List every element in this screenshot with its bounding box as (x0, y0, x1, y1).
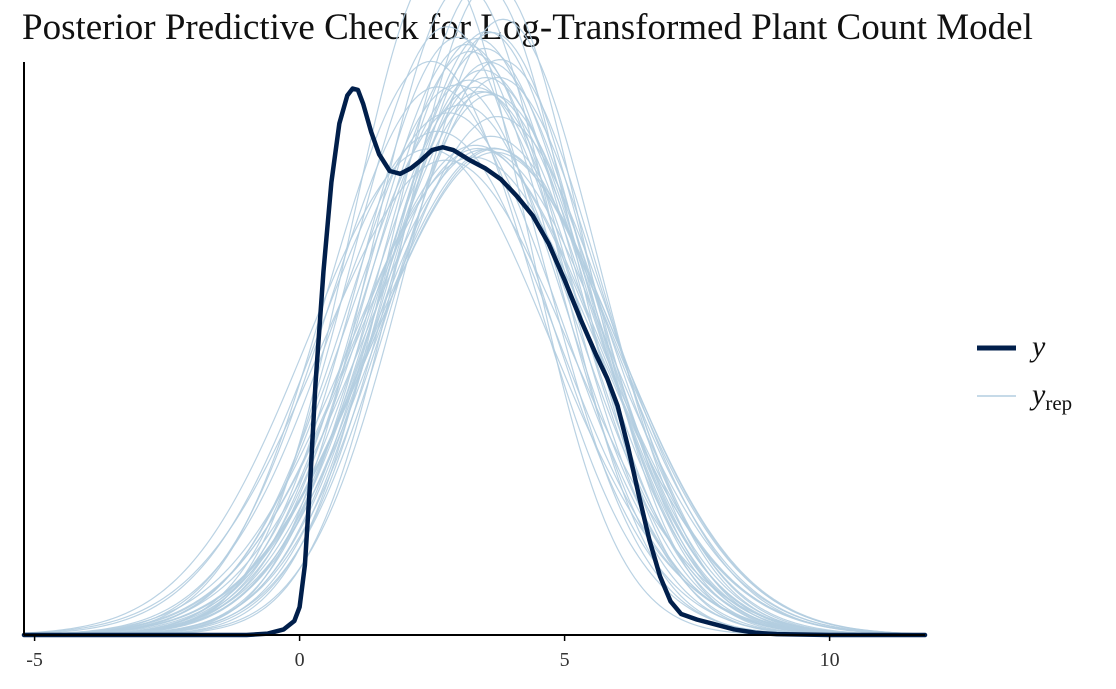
yrep-series (23, 0, 923, 636)
yrep-curve (23, 36, 923, 636)
yrep-curve (24, 31, 923, 636)
yrep-curve (24, 26, 923, 636)
yrep-curve (23, 135, 923, 636)
x-tick-label: -5 (26, 649, 43, 671)
yrep-curve (23, 84, 923, 636)
axes: -5 0 5 10 (23, 62, 925, 671)
y-curve (21, 86, 928, 638)
yrep-curve (23, 43, 923, 636)
yrep-curve (24, 47, 923, 636)
yrep-curve (23, 148, 923, 636)
yrep-curve (23, 86, 923, 636)
yrep-curve (23, 90, 923, 636)
yrep-curve (23, 144, 923, 636)
yrep-curve (23, 151, 923, 636)
legend: y yrep (977, 330, 1072, 415)
y-series (21, 86, 928, 638)
x-tick-label: 10 (820, 649, 840, 671)
yrep-curve (23, 147, 923, 636)
yrep-curve (23, 61, 923, 636)
yrep-curve (24, 30, 923, 636)
yrep-curve (23, 115, 923, 636)
yrep-curve (23, 104, 923, 636)
legend-yrep-label: yrep (1029, 378, 1072, 415)
yrep-curve (23, 159, 923, 636)
legend-yrep-subscript: rep (1045, 391, 1072, 415)
legend-y-label: y (1029, 330, 1046, 363)
yrep-curve (23, 149, 923, 636)
yrep-curve (23, 91, 923, 636)
yrep-curve (23, 69, 923, 636)
yrep-curve (23, 112, 923, 636)
x-tick-label: 5 (560, 649, 570, 671)
yrep-curve (23, 94, 923, 636)
yrep-curve (23, 86, 923, 636)
yrep-curve (23, 130, 923, 636)
yrep-curve (23, 147, 923, 636)
yrep-curve (24, 18, 923, 636)
yrep-curve (23, 148, 923, 636)
yrep-curve (23, 60, 923, 636)
yrep-curve (23, 156, 923, 635)
x-tick-label: 0 (295, 649, 305, 671)
yrep-curve (23, 50, 923, 636)
